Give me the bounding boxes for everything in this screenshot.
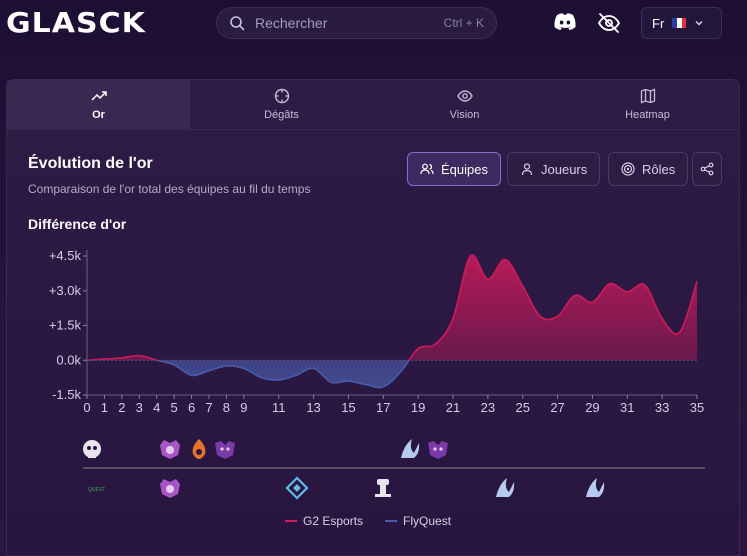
gold-diff-label: Différence d'or bbox=[28, 216, 127, 232]
fq-void-grub-icon[interactable] bbox=[160, 479, 180, 498]
tab-vision[interactable]: Vision bbox=[373, 80, 556, 129]
legend-label: G2 Esports bbox=[303, 514, 364, 528]
search-placeholder: Rechercher bbox=[255, 15, 328, 31]
players-button[interactable]: Joueurs bbox=[507, 152, 601, 186]
panel-subtitle: Comparaison de l'or total des équipes au… bbox=[28, 182, 311, 196]
fq-cloud-drake-icon[interactable] bbox=[496, 478, 515, 497]
x-tick-label: 0 bbox=[83, 400, 90, 415]
legend-swatch bbox=[285, 520, 297, 522]
x-tick-label: 25 bbox=[515, 400, 529, 415]
eye-off-icon[interactable] bbox=[597, 11, 621, 35]
g2-first-kill-icon[interactable] bbox=[83, 440, 101, 458]
x-tick-label: 33 bbox=[655, 400, 669, 415]
chart-legend: G2 Esports FlyQuest bbox=[285, 514, 451, 528]
g2-infernal-drake-icon[interactable] bbox=[192, 439, 206, 459]
flyquest-logo-text: QUEST bbox=[88, 487, 105, 493]
tab-label: Vision bbox=[449, 109, 480, 121]
fq-hextech-drake-icon[interactable] bbox=[285, 476, 309, 500]
players-button-label: Joueurs bbox=[541, 161, 588, 177]
teams-button-label: Équipes bbox=[441, 161, 488, 177]
x-tick-label: 35 bbox=[690, 400, 704, 415]
language-code: Fr bbox=[652, 15, 665, 31]
flyquest-line bbox=[87, 360, 410, 389]
trending-up-icon bbox=[90, 91, 107, 101]
search-icon bbox=[230, 16, 245, 31]
y-tick-label: -1.5k bbox=[52, 387, 81, 402]
stats-tabs: Or Dégâts Vision Hea bbox=[7, 80, 739, 130]
fq-cloud-drake-icon[interactable] bbox=[586, 478, 605, 497]
g2-rift-herald-icon[interactable] bbox=[428, 441, 448, 459]
user-icon bbox=[521, 163, 533, 176]
x-tick-label: 1 bbox=[101, 400, 108, 415]
x-tick-label: 4 bbox=[153, 400, 160, 415]
roles-button-label: Rôles bbox=[642, 161, 676, 177]
crosshair-icon bbox=[274, 88, 289, 104]
legend-label: FlyQuest bbox=[403, 514, 452, 528]
y-tick-label: +1.5k bbox=[49, 318, 82, 333]
fq-tower-icon[interactable] bbox=[375, 479, 391, 497]
x-tick-label: 27 bbox=[550, 400, 564, 415]
chevron-down-icon bbox=[695, 20, 703, 26]
tab-heatmap[interactable]: Heatmap bbox=[556, 80, 739, 129]
share-icon bbox=[700, 162, 714, 176]
legend-swatch bbox=[385, 520, 398, 522]
panel-title: Évolution de l'or bbox=[28, 155, 153, 172]
y-tick-label: +4.5k bbox=[49, 248, 82, 263]
france-flag-icon bbox=[672, 18, 687, 28]
match-stats-card: Or Dégâts Vision Hea bbox=[6, 79, 740, 556]
x-tick-label: 31 bbox=[620, 400, 634, 415]
eye-icon bbox=[456, 90, 473, 102]
x-tick-label: 11 bbox=[272, 400, 286, 415]
target-icon bbox=[621, 162, 635, 176]
g2-void-grub-icon[interactable] bbox=[215, 441, 235, 459]
x-tick-label: 9 bbox=[240, 400, 247, 415]
x-tick-label: 2 bbox=[118, 400, 125, 415]
x-tick-label: 13 bbox=[306, 400, 320, 415]
g2-line bbox=[86, 254, 698, 361]
y-tick-label: +3.0k bbox=[49, 283, 82, 298]
x-tick-label: 17 bbox=[376, 400, 390, 415]
teams-button[interactable]: Équipes bbox=[407, 152, 501, 186]
search-shortcut: Ctrl + K bbox=[443, 16, 484, 30]
g2-cloud-drake-icon[interactable] bbox=[401, 439, 420, 458]
gold-diff-chart: +4.5k+3.0k+1.5k0.0k-1.5k0 1 2 3 4 5 6 7 8 9 11 13 15… bbox=[49, 248, 705, 500]
x-tick-label: 15 bbox=[341, 400, 355, 415]
tab-label: Heatmap bbox=[625, 109, 670, 121]
g2-void-grub-icon[interactable] bbox=[160, 440, 180, 459]
language-selector[interactable]: Fr bbox=[641, 7, 722, 39]
x-tick-label: 6 bbox=[188, 400, 195, 415]
legend-item-flyquest[interactable]: FlyQuest bbox=[385, 514, 451, 528]
y-tick-label: 0.0k bbox=[56, 352, 81, 367]
x-tick-label: 21 bbox=[446, 400, 460, 415]
map-icon bbox=[640, 88, 655, 104]
legend-item-g2[interactable]: G2 Esports bbox=[285, 514, 363, 528]
tab-gold[interactable]: Or bbox=[7, 80, 190, 129]
users-icon bbox=[420, 163, 434, 175]
tab-damage[interactable]: Dégâts bbox=[190, 80, 373, 129]
x-tick-label: 5 bbox=[171, 400, 178, 415]
x-tick-label: 23 bbox=[481, 400, 495, 415]
x-tick-label: 29 bbox=[585, 400, 599, 415]
tab-label: Dégâts bbox=[264, 109, 299, 121]
search-bar[interactable]: Rechercher Ctrl + K bbox=[216, 7, 497, 39]
x-tick-label: 3 bbox=[136, 400, 143, 415]
app-logo[interactable]: GLASCK bbox=[6, 7, 146, 40]
x-tick-label: 7 bbox=[205, 400, 212, 415]
roles-button[interactable]: Rôles bbox=[608, 152, 689, 186]
discord-icon[interactable] bbox=[553, 12, 577, 32]
tab-label: Or bbox=[92, 109, 105, 121]
share-button[interactable] bbox=[692, 152, 722, 186]
top-bar: GLASCK Rechercher Ctrl + K Fr bbox=[0, 0, 747, 48]
x-tick-label: 8 bbox=[223, 400, 230, 415]
g2-area bbox=[87, 255, 697, 361]
x-tick-label: 19 bbox=[411, 400, 425, 415]
